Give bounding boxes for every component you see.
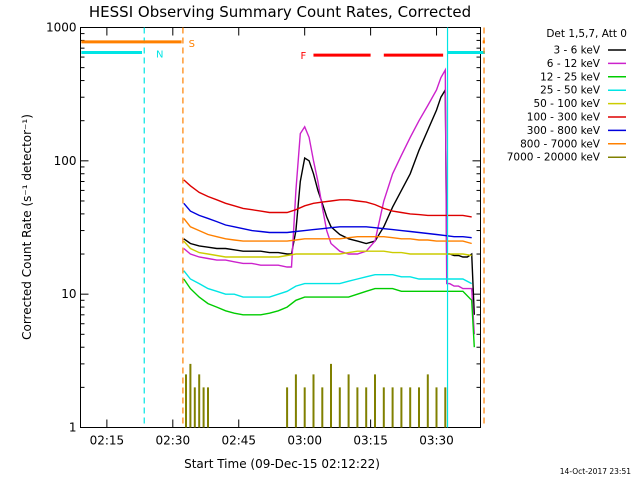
x-tick-label: 02:15 [90, 434, 125, 448]
legend-label: 50 - 100 keV [533, 98, 600, 110]
x-axis-label: Start Time (09-Dec-15 02:12:22) [184, 457, 380, 471]
y-tick-label: 1000 [46, 21, 77, 35]
plot-frame [80, 27, 481, 428]
series-line-0 [183, 87, 475, 315]
legend-label: 100 - 300 keV [527, 112, 601, 124]
legend-header: Det 1,5,7, Att 0 [546, 28, 627, 40]
flag-N-label: N [156, 49, 163, 60]
flag-F-label: F [300, 51, 306, 62]
x-tick-label: 03:15 [353, 434, 388, 448]
series-line-4 [183, 240, 472, 258]
series-layer [183, 67, 475, 428]
x-tick-label: 02:30 [156, 434, 191, 448]
y-axis-label: Corrected Count Rate (s⁻¹ detector⁻¹) [20, 114, 34, 340]
timestamp: 14-Oct-2017 23:51 [560, 467, 631, 476]
series-line-8 [185, 363, 447, 428]
x-tick-label: 03:00 [287, 434, 322, 448]
series-line-7 [183, 217, 472, 245]
x-tick-label: 02:45 [221, 434, 256, 448]
chart-title: HESSI Observing Summary Count Rates, Cor… [89, 3, 471, 21]
series-line-3 [183, 270, 473, 298]
y-tick-label: 10 [61, 287, 76, 301]
legend-label: 6 - 12 keV [547, 58, 601, 70]
axis-ticks: 02:15 02:30 02:45 03:00 03:15 03:30 1 10 100 1000 [46, 21, 481, 448]
legend-label: 800 - 7000 keV [520, 138, 601, 150]
x-tick-label: 03:30 [419, 434, 454, 448]
series-line-1 [183, 67, 475, 335]
series-line-6 [183, 202, 472, 239]
legend-label: 7000 - 20000 keV [507, 152, 601, 164]
flag-S-label: S [189, 39, 195, 50]
legend-label: 25 - 50 keV [540, 85, 601, 97]
annotation-layer: N S F [81, 27, 485, 428]
legend-label: 12 - 25 keV [540, 71, 601, 83]
y-tick-label: 1 [69, 421, 77, 435]
y-tick-label: 100 [54, 154, 77, 168]
legend-label: 3 - 6 keV [553, 45, 600, 57]
series-line-5 [183, 179, 472, 218]
legend-label: 300 - 800 keV [527, 125, 601, 137]
series-line-2 [183, 278, 475, 348]
